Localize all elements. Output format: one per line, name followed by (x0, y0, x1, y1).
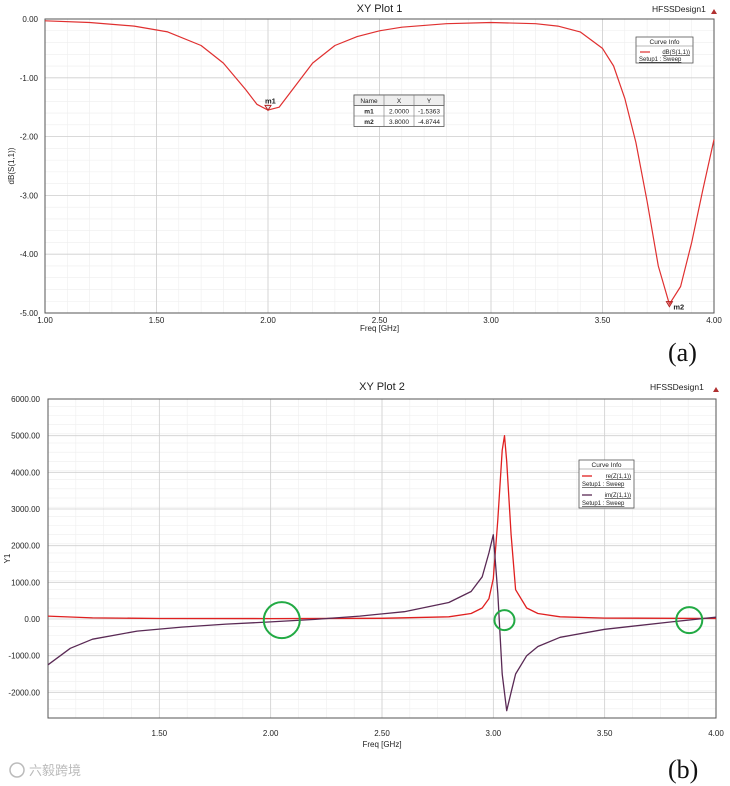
marker-table: Name X Ym1 2.0000 -1.5363 m2 3.8000 -4.8744 (353, 94, 445, 127)
series-line-1 (47, 435, 717, 620)
x-tick-label: 1.50 (149, 316, 165, 325)
legend-title: Curve Info (650, 39, 680, 46)
series-line-1 (44, 20, 715, 305)
chart-title: XY Plot 2 (359, 381, 405, 393)
plot-frame (47, 398, 717, 719)
chart-title: XY Plot 1 (357, 3, 403, 15)
watermark: 六毅跨境 (9, 762, 81, 779)
x-tick-label: 4.00 (708, 729, 724, 738)
y-axis-label: dB(S(1,1)) (7, 147, 16, 184)
y-tick-label: 2000.00 (11, 542, 40, 551)
y-axis-label: Y1 (3, 553, 12, 563)
y-tick-label: 0.00 (22, 15, 38, 24)
x-tick-label: 1.50 (152, 729, 168, 738)
x-tick-label: 3.00 (486, 729, 502, 738)
y-tick-label: -1000.00 (8, 652, 40, 661)
x-tick-label: 2.50 (374, 729, 390, 738)
y-tick-label: -1.00 (20, 74, 39, 83)
y-tick-label: -5.00 (20, 309, 39, 318)
y-tick-label: 5000.00 (11, 432, 40, 441)
highlight-circle (493, 609, 516, 632)
y-tick-label: -3.00 (20, 191, 39, 200)
triangle-icon (711, 9, 717, 14)
table-cell: -1.5363 (418, 108, 440, 115)
table-header-cell: X (397, 98, 402, 105)
watermark-text: 六毅跨境 (29, 763, 81, 779)
x-tick-label: 2.00 (260, 316, 276, 325)
y-tick-label: 1000.00 (11, 578, 40, 587)
x-tick-label: 1.00 (37, 316, 53, 325)
caption-a: (a) (668, 338, 697, 367)
table-cell: 3.8000 (389, 119, 409, 126)
marker-label: m2 (673, 303, 684, 312)
highlight-circle (262, 601, 301, 640)
chart-2: 1.50 2.00 2.50 3.00 3.50 4.00 6000.00 5000.00 40… (3, 381, 724, 749)
table-cell: m1 (364, 108, 374, 115)
legend-series-name: re(Z(1,1)) (606, 474, 631, 480)
x-tick-label: 3.00 (483, 316, 499, 325)
watermark-logo-icon (9, 762, 25, 778)
legend-title: Curve Info (592, 462, 622, 469)
x-tick-label: 2.50 (372, 316, 388, 325)
x-tick-label: 3.50 (597, 729, 613, 738)
table-header-cell: Y (427, 98, 432, 105)
design-label: HFSSDesign1 (652, 4, 706, 14)
table-header-cell: Name (360, 98, 378, 105)
y-tick-label: 4000.00 (11, 468, 40, 477)
legend: Curve Info dB(S(1,1))Setup1 : Sweep (635, 36, 694, 64)
x-tick-label: 4.00 (706, 316, 722, 325)
y-tick-label: 0.00 (24, 615, 40, 624)
triangle-icon (713, 387, 719, 392)
x-axis-label: Freq [GHz] (360, 324, 399, 333)
legend-series-name: im(Z(1,1)) (605, 493, 631, 499)
marker-m2 (665, 301, 674, 308)
table-cell: -4.8744 (418, 119, 440, 126)
y-tick-label: -2.00 (20, 133, 39, 142)
legend-series-name: dB(S(1,1)) (662, 50, 690, 56)
x-tick-label: 3.50 (595, 316, 611, 325)
legend-series-sub: Setup1 : Sweep (582, 501, 625, 507)
legend-series-sub: Setup1 : Sweep (582, 482, 625, 488)
caption-b: (b) (668, 755, 698, 784)
chart-1: 1.00 1.50 2.00 2.50 3.00 3.50 4.00 0.00 -1.00 -2.… (7, 3, 722, 333)
x-axis-label: Freq [GHz] (362, 740, 401, 749)
marker-m1 (264, 104, 272, 112)
y-tick-label: -4.00 (20, 250, 39, 259)
design-label: HFSSDesign1 (650, 382, 704, 392)
legend: Curve Info re(Z(1,1)) Setup1 : Sweep im(Z(1… (578, 459, 635, 509)
series-line-2 (47, 534, 717, 712)
plot-frame (44, 18, 715, 314)
legend-series-sub: Setup1 : Sweep (639, 57, 682, 63)
highlight-circle (675, 606, 704, 635)
table-cell: m2 (364, 119, 374, 126)
table-cell: 2.0000 (389, 108, 409, 115)
y-tick-label: -2000.00 (8, 688, 40, 697)
marker-label: m1 (265, 96, 276, 105)
y-tick-label: 3000.00 (11, 505, 40, 514)
y-tick-label: 6000.00 (11, 395, 40, 404)
x-tick-label: 2.00 (263, 729, 279, 738)
